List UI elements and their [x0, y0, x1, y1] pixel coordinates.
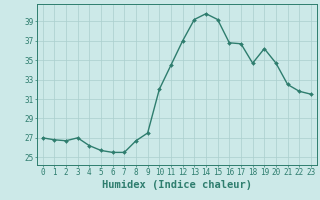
X-axis label: Humidex (Indice chaleur): Humidex (Indice chaleur) — [102, 180, 252, 190]
